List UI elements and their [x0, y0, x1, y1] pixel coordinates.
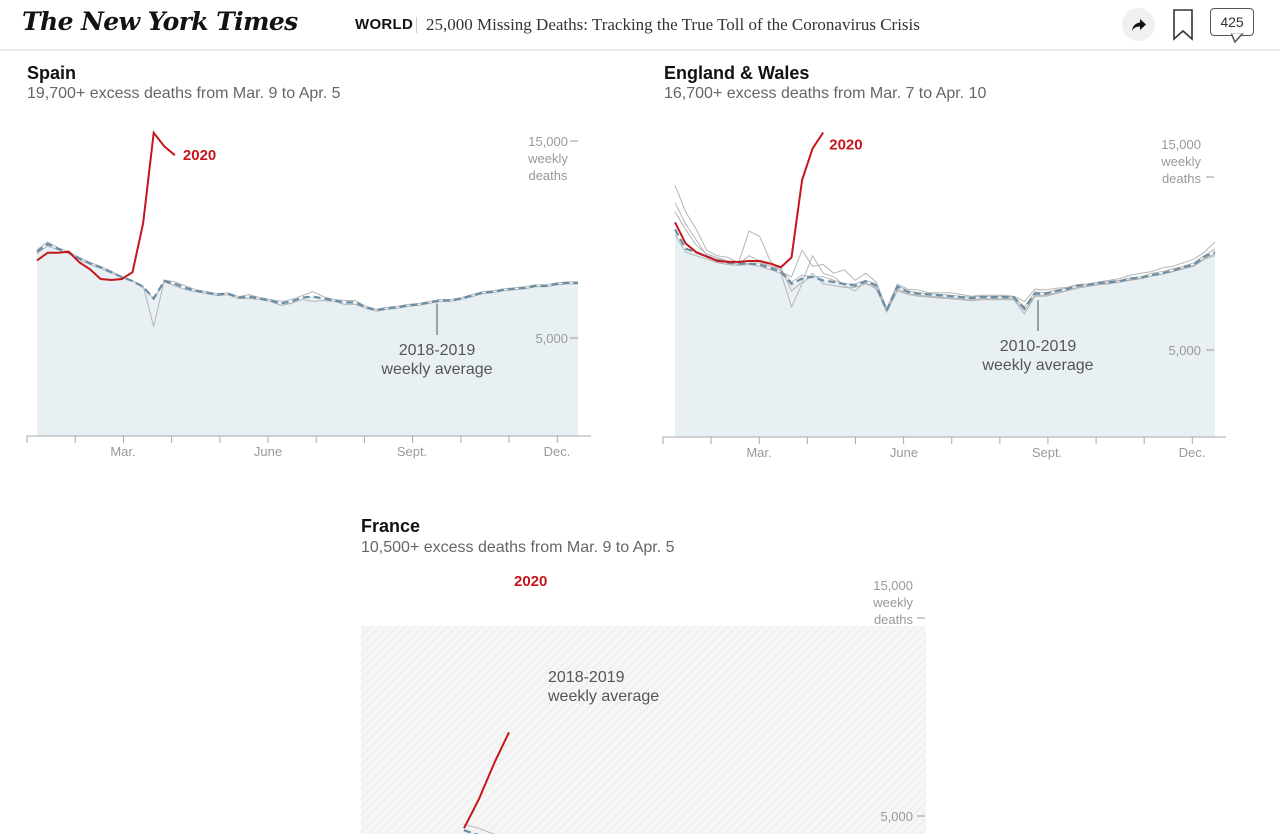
line-2020 [36, 130, 176, 282]
x-tick-label-3: Dec. [544, 444, 571, 459]
x-tick-label-3: Dec. [1179, 445, 1206, 460]
comments-button[interactable]: 425 [1210, 8, 1254, 36]
nyt-logo[interactable]: The New York Times [22, 7, 298, 36]
chart-subtitle-spain: 19,700+ excess deaths from Mar. 9 to Apr… [27, 85, 341, 102]
x-tick-label-0: Mar. [110, 444, 135, 459]
history-line-0 [463, 823, 497, 834]
history-line-0 [674, 185, 1216, 310]
y-axis-label-0: weekly [527, 151, 568, 166]
share-arrow-icon [1131, 18, 1146, 31]
line-2020 [674, 131, 825, 269]
article-headline: 25,000 Missing Deaths: Tracking the True… [426, 15, 920, 34]
y-axis-label-1: weekly [872, 595, 913, 610]
line-2020 [463, 731, 510, 829]
y-tick-label-5000: 5,000 [535, 331, 568, 346]
x-tick-label-2: Sept. [1032, 445, 1062, 460]
comment-bubble-tail-icon [1231, 33, 1245, 43]
top-bar: The New York Times WORLD 25,000 Missing … [0, 0, 1280, 50]
chart-spain: Mar. June Sept. Dec. 2020 2018-2019 weekly ave… [26, 130, 591, 459]
x-tick-label-1: June [254, 444, 282, 459]
y-axis-label-0: 15,000 [1161, 137, 1201, 152]
y-axis-label-2: deaths [874, 612, 914, 627]
y-tick-label-15000: 15,000 [528, 134, 568, 149]
bookmark-icon [1173, 9, 1193, 41]
header-divider [416, 17, 417, 33]
average-label-0: 2010-2019 [1000, 338, 1077, 355]
average-label-1: weekly average [547, 688, 659, 705]
x-tick-label-0: Mar. [746, 445, 771, 460]
label-2020: 2020 [514, 573, 547, 590]
average-label-1: weekly average [981, 357, 1093, 374]
chart-france: 2020 2018-2019 weekly average 15,000 weekly d… [361, 573, 926, 834]
chart-title-spain: Spain [27, 63, 77, 83]
chart-subtitle-france: 10,500+ excess deaths from Mar. 9 to Apr… [361, 539, 675, 556]
chart-subtitle-england-wales: 16,700+ excess deaths from Mar. 7 to Apr… [664, 85, 987, 102]
share-button[interactable] [1122, 8, 1155, 41]
y-axis-label-2: deaths [1162, 171, 1202, 186]
chart-england-wales: Mar. June Sept. Dec. 2020 2010-2019 weekly ave… [662, 131, 1226, 460]
x-tick-label-1: June [890, 445, 918, 460]
y-tick-label-5000: 5,000 [880, 809, 913, 824]
average-area [675, 229, 1215, 437]
average-line [36, 242, 578, 312]
label-2020: 2020 [183, 147, 216, 164]
average-label-0: 2018-2019 [399, 342, 476, 359]
label-2020: 2020 [829, 137, 862, 154]
no-data-region [361, 626, 926, 834]
y-axis-label-1: weekly [1160, 154, 1201, 169]
chart-title-france: France [361, 516, 421, 536]
y-axis-label-1: deaths [528, 168, 568, 183]
y-axis-label-0: 15,000 [873, 578, 913, 593]
section-label-world[interactable]: WORLD [355, 16, 414, 33]
bookmark-button[interactable] [1172, 9, 1194, 45]
average-label-0: 2018-2019 [548, 669, 625, 686]
chart-title-england-wales: England & Wales [664, 63, 810, 83]
y-tick-label-5000: 5,000 [1168, 343, 1201, 358]
average-area [37, 243, 578, 436]
x-tick-label-2: Sept. [397, 444, 427, 459]
average-label-1: weekly average [380, 361, 492, 378]
average-line [674, 228, 1216, 314]
